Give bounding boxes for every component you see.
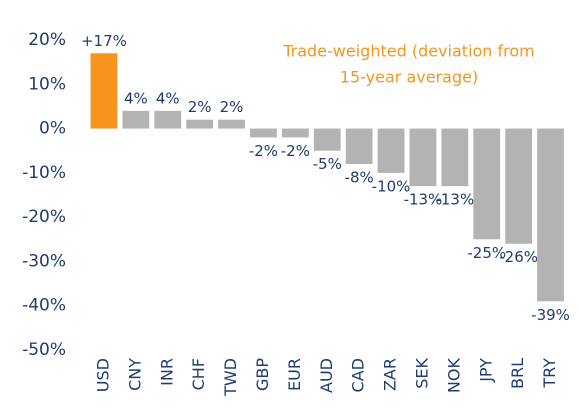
bar xyxy=(505,128,533,244)
value-label: -13% xyxy=(404,191,443,209)
y-tick-label: -20% xyxy=(22,207,66,227)
bar xyxy=(281,128,309,138)
value-label: +17% xyxy=(81,32,127,50)
value-label: -2% xyxy=(249,142,278,160)
value-label: -26% xyxy=(499,248,538,266)
x-tick-label: TRY xyxy=(540,358,559,389)
bar xyxy=(441,128,469,187)
x-tick-label: INR xyxy=(157,358,176,386)
value-label: -25% xyxy=(467,244,506,262)
x-tick-label: ZAR xyxy=(381,358,400,391)
x-tick-label: TWD xyxy=(221,358,240,397)
bar xyxy=(313,128,341,151)
x-tick-label: EUR xyxy=(285,358,304,391)
value-label: -2% xyxy=(281,142,310,160)
bar xyxy=(377,128,405,173)
value-label: -10% xyxy=(372,177,411,195)
x-tick-label: GBP xyxy=(253,358,272,391)
bar xyxy=(154,110,182,129)
y-tick-label: 20% xyxy=(28,30,66,50)
bar xyxy=(218,119,245,129)
bar xyxy=(122,110,150,129)
bar xyxy=(537,128,564,302)
value-label: 2% xyxy=(220,98,244,116)
y-tick-label: -40% xyxy=(22,296,66,316)
x-tick-label: USD xyxy=(93,358,112,392)
bar xyxy=(186,119,214,129)
x-tick-label: JPY xyxy=(476,358,495,383)
x-tick-label: AUD xyxy=(317,358,336,393)
bar xyxy=(345,128,373,164)
value-label: -5% xyxy=(313,155,342,173)
y-tick-label: -10% xyxy=(22,163,66,183)
x-tick-label: BRL xyxy=(508,358,527,389)
value-label: -8% xyxy=(345,169,374,187)
bar xyxy=(409,128,437,187)
value-label: -13% xyxy=(435,191,474,209)
value-label: 4% xyxy=(156,89,180,107)
annotation: Trade-weighted (deviation from xyxy=(282,42,535,61)
x-tick-label: SEK xyxy=(412,358,431,389)
value-label: -39% xyxy=(531,306,570,324)
bar xyxy=(90,53,118,129)
y-tick-label: -30% xyxy=(22,251,66,271)
x-tick-label: CHF xyxy=(189,358,208,390)
value-label: 4% xyxy=(124,89,148,107)
y-tick-label: 0% xyxy=(39,119,66,139)
y-tick-label: -50% xyxy=(22,340,66,360)
bar xyxy=(473,128,501,240)
y-tick-label: 10% xyxy=(28,74,66,94)
x-tick-label: NOK xyxy=(444,358,463,394)
x-tick-label: CNY xyxy=(125,358,144,391)
x-tick-label: CAD xyxy=(349,358,368,392)
value-label: 2% xyxy=(188,98,212,116)
annotation: 15-year average) xyxy=(340,68,478,87)
bar xyxy=(250,128,277,138)
